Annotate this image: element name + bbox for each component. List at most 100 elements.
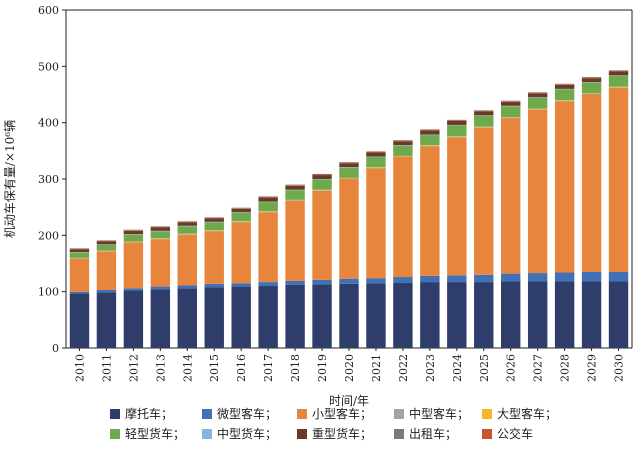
bar-segment [339,179,359,279]
bar-segment [366,168,386,279]
y-tick-label: 400 [38,117,59,130]
bar-segment [285,200,305,281]
bar-segment [231,208,251,209]
bar-segment [96,292,117,348]
legend-label: 微型客车； [217,406,277,421]
bar-segment [96,244,117,251]
bar-segment [420,129,440,130]
bar-segment [581,78,602,83]
bar-segment [581,93,602,94]
bar-segment [204,283,224,288]
bar-segment [447,120,467,121]
bar-segment [366,278,386,284]
bar-segment [285,284,305,348]
bar-segment [527,92,548,94]
x-tick-label: 2029 [586,354,599,382]
legend-label: 大型客车； [497,406,557,421]
x-tick-label: 2024 [451,354,464,382]
bar-segment [312,179,332,190]
bar-segment [501,106,521,118]
bar-segment [581,281,602,348]
bar-segment [258,196,278,198]
bar-segment [96,251,117,290]
bar-segment [69,249,90,253]
bar-segment [69,248,90,250]
bar-segment [527,93,548,98]
bar-segment [258,211,278,212]
bar-segment [581,94,602,272]
bar-segment [285,185,305,186]
bar-segment [258,197,278,202]
bar-segment [420,145,440,147]
x-tick-label: 2020 [343,354,356,382]
legend-swatch [394,409,404,419]
bar-segment [554,84,575,89]
bar-segment [258,286,278,348]
x-tick-label: 2014 [181,354,194,382]
bar-segment [608,75,629,76]
bar-segment [339,162,359,163]
legend-swatch [202,429,212,439]
bar-segment [366,151,386,152]
bar-segment [231,221,251,223]
bar-segment [608,70,629,71]
bar-segment [150,238,171,240]
bar-segment [69,252,90,258]
x-tick-label: 2017 [262,354,275,382]
bar-segment [231,208,251,213]
x-tick-label: 2019 [316,354,329,382]
bar-segment [581,271,602,282]
bar-segment [366,152,386,157]
x-ticks: 2010 2011 2012 2013 2014 2015 2016 2017 2018 2019… [73,348,626,382]
bar-segment [312,190,332,280]
legend-swatch [482,409,492,419]
bar-segment [554,89,575,101]
bar-segment [393,140,413,142]
bar-segment [366,167,386,168]
bar-segment [258,211,278,213]
bar-segment [420,134,440,136]
y-ticks: 0 100 200 300 400 500 600 [38,4,66,355]
bar-segment [69,258,90,292]
bar-segment [366,156,386,158]
bar-segment [285,199,305,201]
bar-segment [474,115,494,116]
bar-segment [447,119,467,121]
bar-segment [69,248,90,249]
x-tick-label: 2027 [532,354,545,382]
bar-segment [581,82,602,94]
x-tick-label: 2016 [235,354,248,382]
legend-swatch [202,409,212,419]
legend-label: 出租车； [409,426,457,441]
bar-segment [177,225,197,227]
legend-swatch [482,429,492,439]
bar-segment [554,272,575,282]
y-axis-label: 机动车保有量/×10⁶辆 [2,120,17,238]
bar-segment [339,163,359,168]
bar-segment [527,92,548,93]
bar-segment [393,156,413,158]
bar-segment [258,282,278,287]
bar-segment [527,109,548,274]
bar-segment [474,127,494,128]
bar-segment [366,283,386,348]
bar-segment [393,145,413,146]
bar-segment [69,252,90,253]
bar-segment [231,222,251,284]
bar-segment [150,226,171,227]
y-tick-label: 600 [38,4,59,17]
bar-segment [527,108,548,110]
bar-segment [150,289,171,348]
bar-segment [312,175,332,179]
bar-segment [204,222,224,231]
y-tick-label: 300 [38,173,59,186]
bar-segment [123,290,144,348]
bar-segment [231,212,251,213]
y-tick-label: 500 [38,60,59,73]
bar-segment [339,167,359,178]
bar-segment [204,218,224,222]
bar-segment [527,109,548,110]
bar-segment [501,273,521,282]
bar-segment [608,87,629,88]
bar-segment [123,241,144,243]
